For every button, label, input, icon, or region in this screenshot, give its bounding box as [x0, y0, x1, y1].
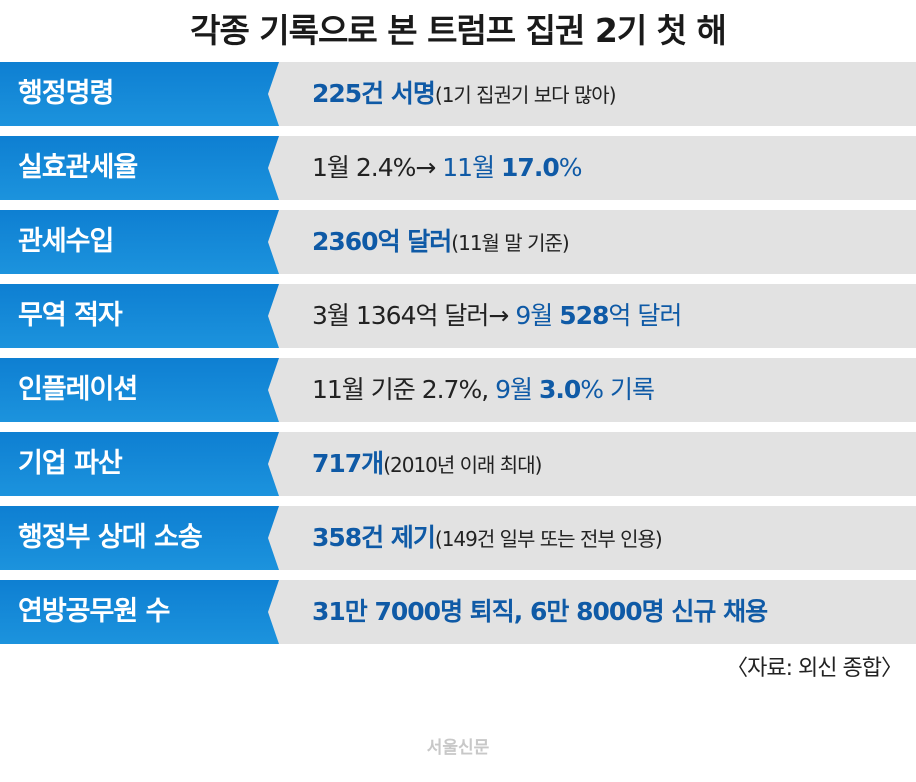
- value-highlight: 11월: [442, 153, 502, 182]
- value-highlight: %: [558, 153, 583, 182]
- publisher-logo: 서울신문: [426, 738, 490, 758]
- row-label: 실효관세율: [0, 136, 279, 200]
- table-row: 행정부 상대 소송 358건 제기(149건 일부 또는 전부 인용): [0, 506, 916, 570]
- row-value: 358건 제기(149건 일부 또는 전부 인용): [312, 506, 910, 570]
- value-highlight: 717개: [312, 449, 384, 478]
- row-label: 연방공무원 수: [0, 580, 279, 644]
- value-note: (2010년 이래 최대): [383, 453, 542, 477]
- row-label: 무역 적자: [0, 284, 279, 348]
- value-note: (11월 말 기준): [451, 231, 569, 255]
- row-value: 717개(2010년 이래 최대): [312, 432, 910, 496]
- value-highlight: 9월: [515, 301, 560, 330]
- value-text: 3월 1364억 달러→: [312, 301, 516, 330]
- row-value: 11월 기준 2.7%, 9월 3.0% 기록: [312, 358, 910, 422]
- value-text: 1월 2.4%→: [312, 153, 443, 182]
- table-row: 관세수입 2360억 달러(11월 말 기준): [0, 210, 916, 274]
- value-highlight: % 기록: [580, 375, 655, 404]
- table-row: 무역 적자 3월 1364억 달러→ 9월 528억 달러: [0, 284, 916, 348]
- value-text: 11월 기준 2.7%,: [312, 375, 496, 404]
- value-highlight: 31만 7000명 퇴직, 6만 8000명 신규 채용: [312, 597, 768, 626]
- value-highlight: 358건 제기: [312, 523, 436, 552]
- table-row: 실효관세율 1월 2.4%→ 11월 17.0%: [0, 136, 916, 200]
- row-label: 인플레이션: [0, 358, 279, 422]
- value-highlight: 3.0: [538, 375, 581, 404]
- source-note: 〈자료: 외신 종합〉: [726, 656, 903, 681]
- value-note: (149건 일부 또는 전부 인용): [434, 527, 663, 551]
- value-note: (1기 집권기 보다 많아): [434, 83, 617, 107]
- value-highlight: 억 달러: [608, 301, 682, 330]
- table-row: 기업 파산 717개(2010년 이래 최대): [0, 432, 916, 496]
- row-value: 2360억 달러(11월 말 기준): [312, 210, 910, 274]
- value-highlight: 9월: [495, 375, 539, 404]
- row-label: 행정명령: [0, 62, 279, 126]
- row-label: 행정부 상대 소송: [0, 506, 279, 570]
- value-highlight: 17.0: [501, 153, 560, 182]
- value-highlight: 528: [559, 301, 609, 330]
- row-label: 관세수입: [0, 210, 279, 274]
- row-label: 기업 파산: [0, 432, 279, 496]
- value-highlight: 2360억 달러: [312, 227, 452, 256]
- table-row: 연방공무원 수 31만 7000명 퇴직, 6만 8000명 신규 채용: [0, 580, 916, 644]
- row-value: 225건 서명(1기 집권기 보다 많아): [312, 62, 910, 126]
- record-table: 행정명령 225건 서명(1기 집권기 보다 많아) 실효관세율 1월 2.4%…: [0, 62, 916, 654]
- table-row: 행정명령 225건 서명(1기 집권기 보다 많아): [0, 62, 916, 126]
- value-highlight: 225건 서명: [312, 79, 436, 108]
- row-value: 31만 7000명 퇴직, 6만 8000명 신규 채용: [312, 580, 910, 644]
- page-title: 각종 기록으로 본 트럼프 집권 2기 첫 해: [190, 11, 727, 50]
- row-value: 1월 2.4%→ 11월 17.0%: [312, 136, 910, 200]
- row-value: 3월 1364억 달러→ 9월 528억 달러: [312, 284, 910, 348]
- table-row: 인플레이션 11월 기준 2.7%, 9월 3.0% 기록: [0, 358, 916, 422]
